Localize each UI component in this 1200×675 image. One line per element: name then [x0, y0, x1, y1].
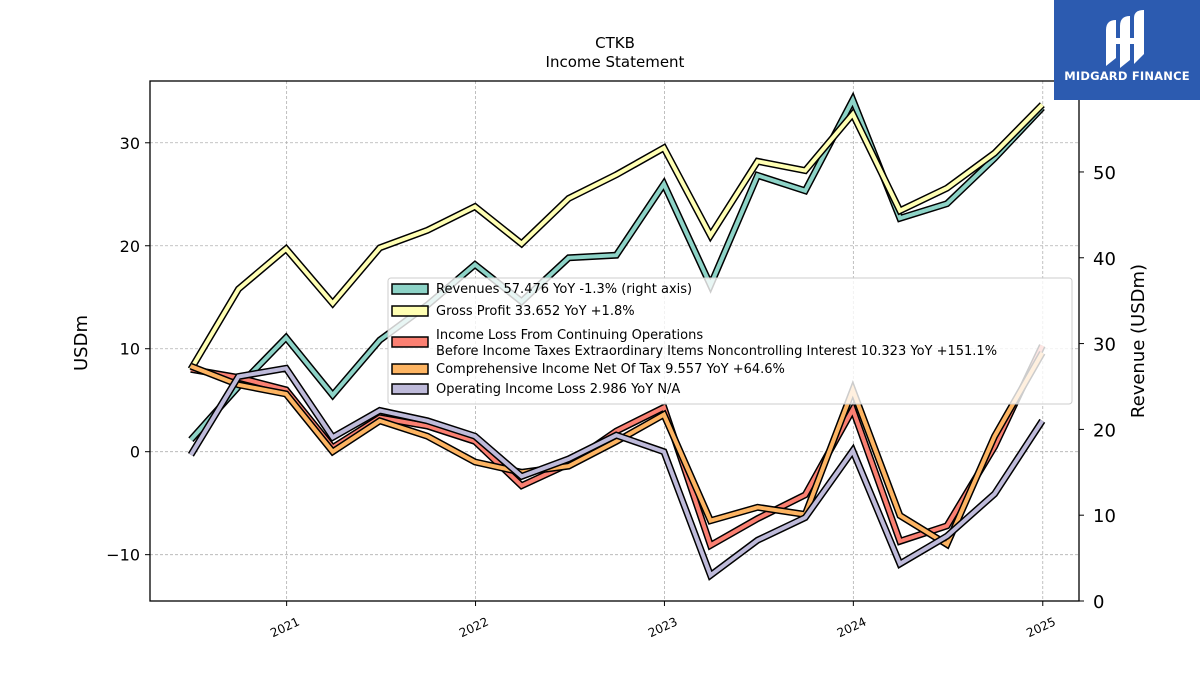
series-line-5 [189, 366, 1044, 579]
chart-subtitle: Income Statement [546, 53, 685, 71]
chart-title: CTKB [595, 34, 635, 52]
y-tick-label-right: 40 [1093, 249, 1116, 270]
series-lines [187, 91, 1046, 581]
y-tick-label-right: 0 [1093, 592, 1104, 613]
legend-label: Gross Profit 33.652 YoY +1.8% [436, 304, 635, 319]
y-tick-label-left: 10 [120, 340, 140, 359]
x-tick-label: 2024 [835, 615, 869, 641]
midgard-logo-icon [1106, 10, 1144, 68]
legend-swatch [391, 305, 429, 317]
y-axis-label-left: USDm [71, 315, 92, 371]
x-tick-label: 2023 [646, 615, 680, 641]
x-tick-label: 2021 [268, 615, 302, 641]
y-tick-label-left: 20 [120, 237, 140, 256]
legend-swatch [391, 336, 429, 348]
y-tick-label-left: −10 [106, 546, 140, 565]
legend-label: Comprehensive Income Net Of Tax 9.557 Yo… [436, 362, 785, 377]
y-tick-label-left: 0 [130, 443, 140, 462]
brand-name: MIDGARD FINANCE [1064, 69, 1190, 83]
y-tick-label-right: 10 [1093, 506, 1116, 527]
y-tick-label-right: 50 [1093, 163, 1116, 184]
midgard-finance-logo: MIDGARD FINANCE [1054, 0, 1200, 100]
legend-box [387, 277, 1073, 405]
x-tick-label: 2025 [1024, 615, 1058, 641]
x-tick-label: 2022 [457, 615, 491, 641]
plot-frame [149, 80, 1080, 602]
series-line-1 [189, 95, 1044, 442]
legend-label: Operating Income Loss 2.986 YoY N/A [436, 382, 680, 397]
y-tick-label-right: 30 [1093, 335, 1116, 356]
series-line-2 [189, 103, 1044, 371]
y-tick-label-left: 30 [120, 134, 140, 153]
legend-swatch [391, 363, 429, 375]
series-line-4 [190, 351, 1045, 548]
legend-swatch [391, 283, 429, 295]
legend-label: Income Loss From Continuing Operations Be… [436, 328, 997, 359]
y-axis-label-right: Revenue (USDm) [1128, 264, 1149, 418]
chart-legend: Revenues 57.476 YoY -1.3% (right axis) Gr… [387, 277, 1073, 405]
legend-swatch [391, 383, 429, 395]
y-tick-label-right: 20 [1093, 420, 1116, 441]
legend-label: Revenues 57.476 YoY -1.3% (right axis) [436, 282, 692, 297]
